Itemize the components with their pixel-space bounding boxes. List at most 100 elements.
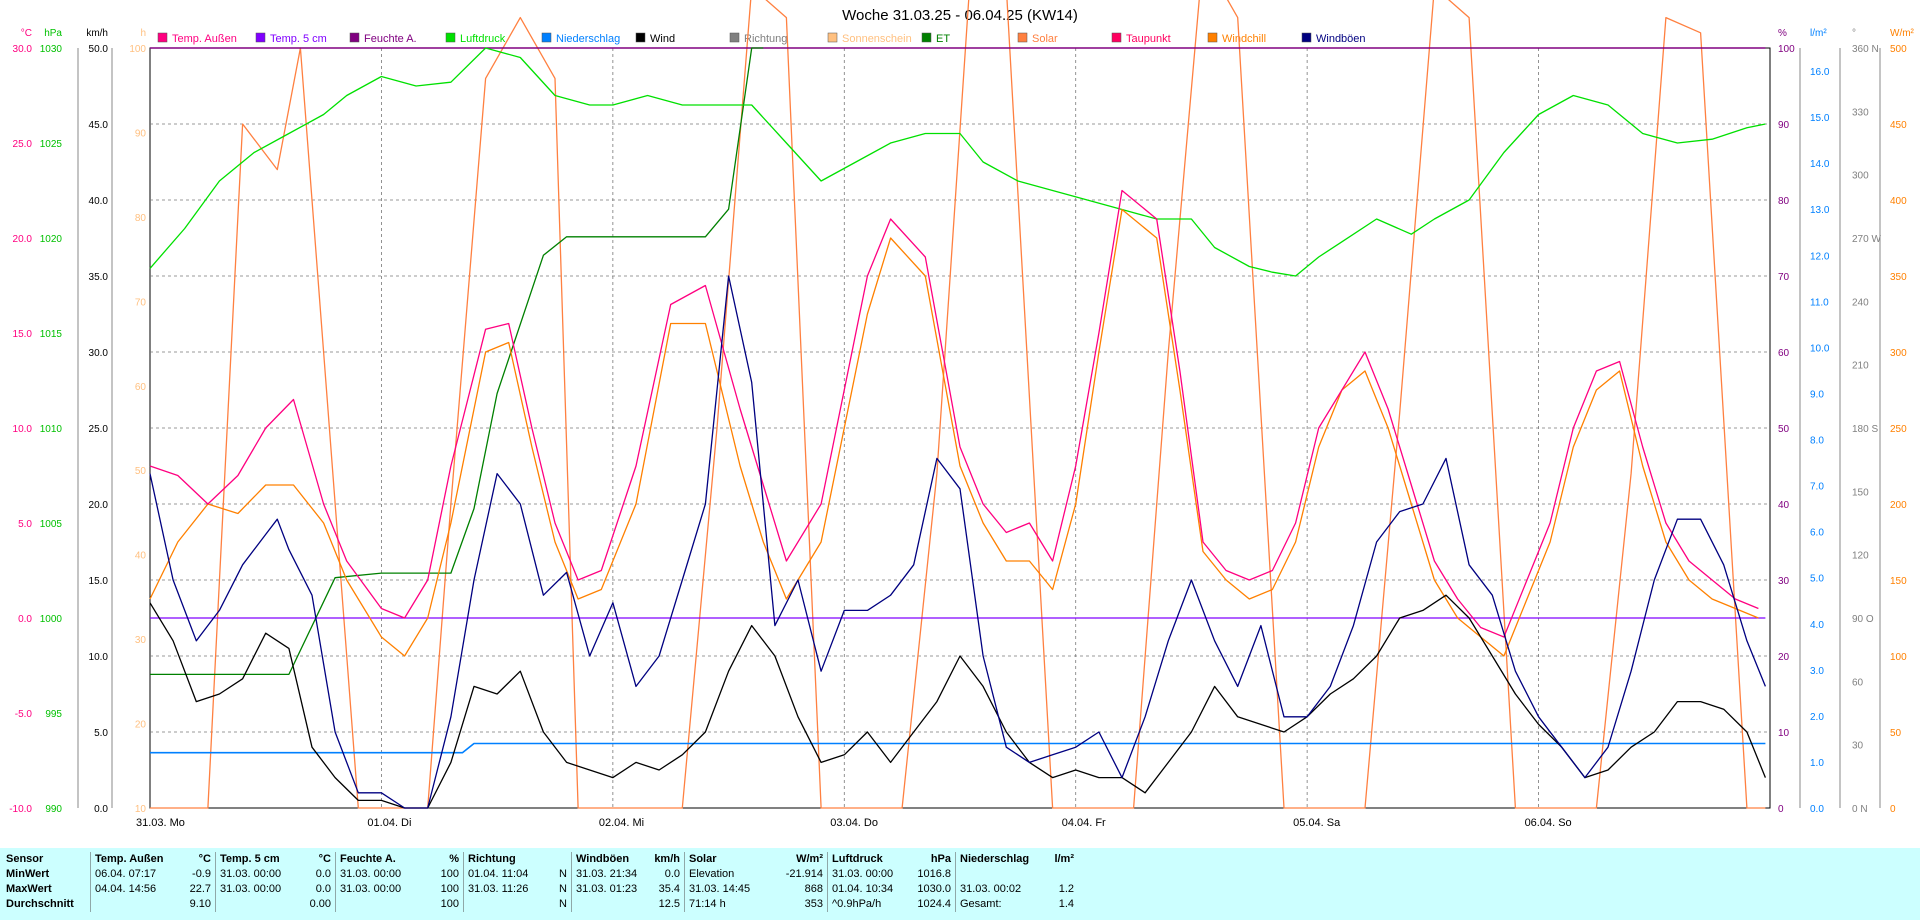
legend-label: Richtung bbox=[744, 33, 787, 45]
legend-label: Niederschlag bbox=[556, 33, 620, 45]
y-tick-label-right: 1.0 bbox=[1810, 758, 1824, 769]
statistics-row-min: MinWert 06.04. 07:17 -0.9 31.03. 00:00 0… bbox=[6, 867, 1078, 882]
niederschlag-value: 1.4 bbox=[1058, 898, 1074, 910]
y-tick-label-right: 14.0 bbox=[1810, 159, 1830, 170]
y-tick-label-left: 40.0 bbox=[89, 196, 109, 207]
niederschlag-value: 1.2 bbox=[1058, 883, 1074, 895]
header-solar: Solar bbox=[684, 852, 773, 867]
x-tick-label: 06.04. So bbox=[1525, 817, 1572, 829]
y-tick-label-left: 1000 bbox=[40, 614, 63, 625]
y-axis-unit-right: % bbox=[1778, 28, 1787, 39]
temp-aussen-value: 9.10 bbox=[189, 898, 211, 910]
y-tick-label-right: 6.0 bbox=[1810, 528, 1824, 539]
temp-aussen-time bbox=[90, 897, 181, 912]
y-tick-label-right: 13.0 bbox=[1810, 205, 1830, 216]
legend-label: Temp. 5 cm bbox=[270, 33, 327, 45]
feuchte-time: 31.03. 00:00 bbox=[335, 867, 429, 882]
y-axis-unit-right: ° bbox=[1852, 28, 1856, 39]
legend-swatch bbox=[349, 32, 360, 43]
chart-grid bbox=[149, 47, 1771, 809]
legend-label: Temp. Außen bbox=[172, 33, 237, 45]
y-tick-label-right: 200 bbox=[1890, 500, 1907, 511]
y-tick-label-left: 25.0 bbox=[89, 424, 109, 435]
luftdruck-value: 1016.8 bbox=[917, 868, 951, 880]
y-tick-label-right: 60 bbox=[1852, 677, 1864, 688]
series-line-niederschlag bbox=[150, 742, 1766, 754]
y-tick-label-left: 45.0 bbox=[89, 120, 109, 131]
y-tick-label-right: 360 N bbox=[1852, 44, 1879, 55]
header-temp-aussen: Temp. Außen bbox=[90, 852, 181, 867]
legend-swatch bbox=[1111, 32, 1122, 43]
header-windboeen-unit: km/h bbox=[654, 853, 680, 865]
windboeen-value: 0.0 bbox=[664, 868, 680, 880]
y-tick-label-left: 1015 bbox=[40, 329, 63, 340]
legend-label: Sonnenschein bbox=[842, 33, 912, 45]
luftdruck-time: 01.04. 10:34 bbox=[827, 882, 906, 897]
legend-label: Luftdruck bbox=[460, 33, 506, 45]
statistics-row-avg: Durchschnitt 9.10 0.00 100 N 12.5 71:14 … bbox=[6, 897, 1078, 912]
y-tick-label-left: 90 bbox=[135, 128, 147, 139]
richtung-time: 31.03. 11:26 bbox=[463, 882, 557, 897]
y-tick-label-right: 250 bbox=[1890, 424, 1907, 435]
temp-aussen-time: 06.04. 07:17 bbox=[90, 867, 181, 882]
niederschlag-time bbox=[955, 867, 1044, 882]
y-tick-label-right: 60 bbox=[1778, 348, 1790, 359]
richtung-value: N bbox=[559, 868, 567, 880]
legend-label: Taupunkt bbox=[1126, 33, 1171, 45]
y-tick-label-right: 16.0 bbox=[1810, 67, 1830, 78]
temp5-value: 0.0 bbox=[315, 883, 331, 895]
y-tick-label-right: 11.0 bbox=[1810, 297, 1829, 308]
feuchte-time: 31.03. 00:00 bbox=[335, 882, 429, 897]
y-tick-label-right: 150 bbox=[1852, 487, 1869, 498]
legend-swatch bbox=[1301, 32, 1312, 43]
y-tick-label-right: 15.0 bbox=[1810, 113, 1830, 124]
statistics-row-max: MaxWert 04.04. 14:56 22.7 31.03. 00:00 0… bbox=[6, 882, 1078, 897]
luftdruck-value: 1024.4 bbox=[917, 898, 951, 910]
y-tick-label-right: 5.0 bbox=[1810, 574, 1824, 585]
y-tick-label-right: 8.0 bbox=[1810, 436, 1824, 447]
y-tick-label-right: 80 bbox=[1778, 196, 1790, 207]
header-solar-unit: W/m² bbox=[796, 853, 823, 865]
y-tick-label-left: 10.0 bbox=[13, 424, 33, 435]
y-tick-label-left: 60 bbox=[135, 382, 147, 393]
y-tick-label-right: 100 bbox=[1778, 44, 1795, 55]
header-niederschlag: Niederschlag bbox=[955, 852, 1044, 867]
y-tick-label-left: 50.0 bbox=[89, 44, 109, 55]
legend-swatch bbox=[541, 32, 552, 43]
header-luftdruck-unit: hPa bbox=[930, 853, 951, 865]
y-tick-label-left: 1025 bbox=[40, 139, 63, 150]
chart-background bbox=[0, 0, 1920, 848]
y-tick-label-left: 1030 bbox=[40, 44, 63, 55]
y-tick-label-right: 3.0 bbox=[1810, 666, 1824, 677]
solar-time: 31.03. 14:45 bbox=[684, 882, 773, 897]
y-tick-label-left: 20.0 bbox=[13, 234, 33, 245]
y-tick-label-right: 120 bbox=[1852, 551, 1869, 562]
y-tick-label-left: 20.0 bbox=[89, 500, 109, 511]
y-axis-unit-left: hPa bbox=[44, 28, 62, 39]
y-tick-label-right: 330 bbox=[1852, 107, 1869, 118]
y-tick-label-right: 70 bbox=[1778, 272, 1790, 283]
x-tick-label: 04.04. Fr bbox=[1062, 817, 1106, 829]
header-temp5: Temp. 5 cm bbox=[215, 852, 306, 867]
y-tick-label-right: 30 bbox=[1778, 576, 1790, 587]
y-tick-label-right: 10 bbox=[1778, 728, 1790, 739]
solar-value: 868 bbox=[804, 883, 823, 895]
y-tick-label-left: 1005 bbox=[40, 519, 63, 530]
y-tick-label-left: 30.0 bbox=[13, 44, 33, 55]
y-tick-label-left: 50 bbox=[135, 466, 147, 477]
y-tick-label-left: 0.0 bbox=[94, 804, 108, 815]
y-tick-label-left: 5.0 bbox=[18, 519, 32, 530]
y-tick-label-left: 0.0 bbox=[18, 614, 32, 625]
y-tick-label-right: 150 bbox=[1890, 576, 1907, 587]
y-tick-label-right: 90 O bbox=[1852, 614, 1874, 625]
x-tick-label: 03.04. Do bbox=[830, 817, 878, 829]
solar-value: 353 bbox=[804, 898, 823, 910]
windboeen-value: 35.4 bbox=[658, 883, 680, 895]
solar-time: 71:14 h bbox=[684, 897, 773, 912]
niederschlag-value bbox=[1044, 867, 1078, 882]
series-line-temp-au-en bbox=[149, 189, 1759, 638]
y-axis-unit-left: km/h bbox=[86, 28, 108, 39]
header-niederschlag-unit: l/m² bbox=[1054, 853, 1074, 865]
legend-label: Wind bbox=[650, 33, 675, 45]
y-tick-label-right: 270 W bbox=[1852, 234, 1881, 245]
